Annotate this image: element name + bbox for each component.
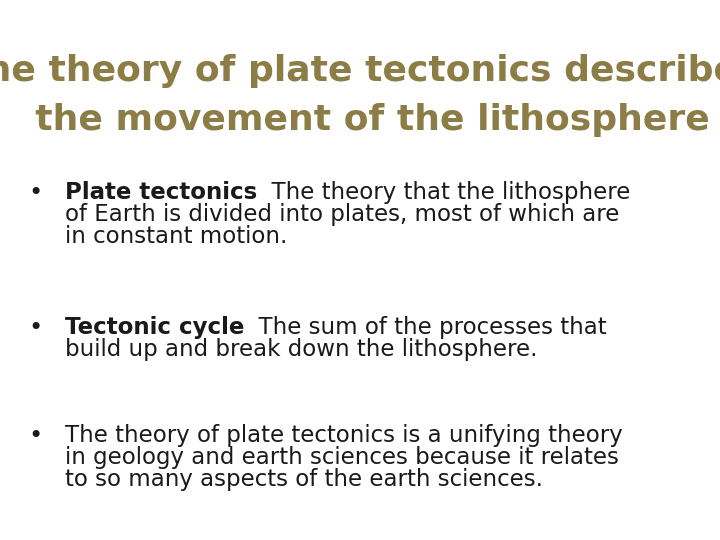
Text: of Earth is divided into plates, most of which are: of Earth is divided into plates, most of… xyxy=(65,203,619,226)
Text: Tectonic cycle: Tectonic cycle xyxy=(65,316,244,339)
Text: The theory that the lithosphere: The theory that the lithosphere xyxy=(257,181,631,204)
Text: the movement of the lithosphere: the movement of the lithosphere xyxy=(10,103,710,137)
Text: Plate tectonics: Plate tectonics xyxy=(65,181,257,204)
Text: •: • xyxy=(29,424,43,448)
Text: The theory of plate tectonics describes: The theory of plate tectonics describes xyxy=(0,54,720,88)
Text: •: • xyxy=(29,181,43,205)
Text: The theory of plate tectonics is a unifying theory: The theory of plate tectonics is a unify… xyxy=(65,424,623,447)
Text: in constant motion.: in constant motion. xyxy=(65,226,287,248)
Text: The sum of the processes that: The sum of the processes that xyxy=(244,316,607,339)
Text: build up and break down the lithosphere.: build up and break down the lithosphere. xyxy=(65,338,537,361)
Text: to so many aspects of the earth sciences.: to so many aspects of the earth sciences… xyxy=(65,468,543,491)
Text: •: • xyxy=(29,316,43,340)
Text: in geology and earth sciences because it relates: in geology and earth sciences because it… xyxy=(65,446,618,469)
